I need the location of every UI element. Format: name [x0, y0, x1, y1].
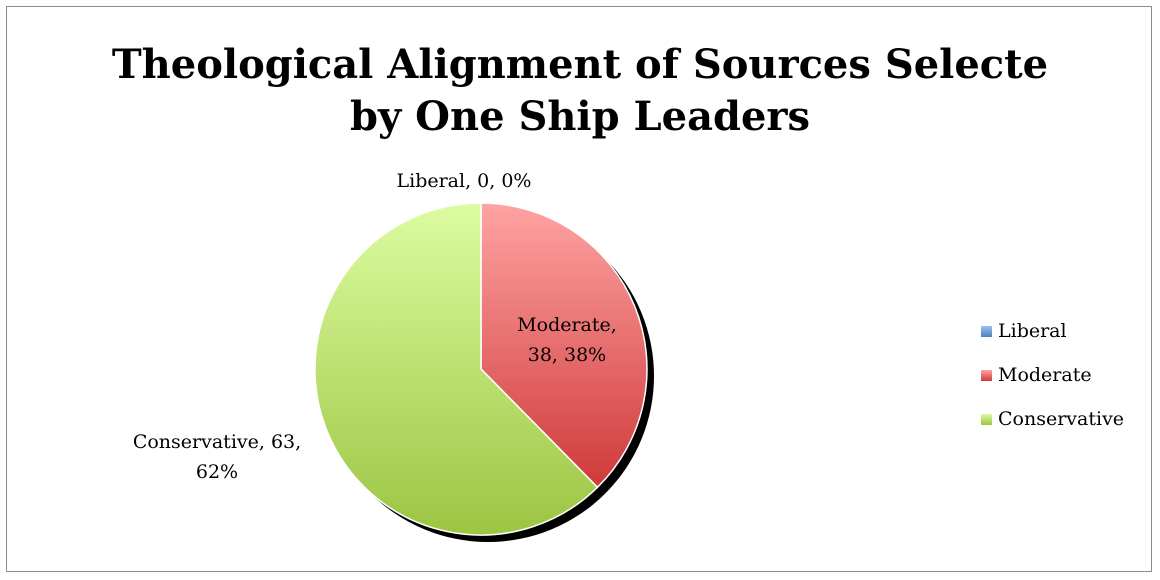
chart-title-line-2: by One Ship Leaders — [350, 93, 810, 140]
pie-slices — [314, 202, 654, 542]
data-label-liberal: Liberal, 0, 0% — [397, 170, 532, 192]
chart-title: Theological Alignment of Sources Selecte… — [7, 39, 1153, 143]
legend-label-liberal: Liberal — [998, 320, 1067, 342]
legend-swatch-liberal — [981, 325, 992, 337]
data-label-moderate: Moderate, 38, 38% — [517, 314, 617, 366]
data-label-conservative: Conservative, 63, 62% — [133, 431, 301, 483]
legend: Liberal Moderate Conservative — [981, 309, 1124, 441]
legend-label-moderate: Moderate — [998, 364, 1092, 386]
legend-item-liberal: Liberal — [981, 309, 1124, 353]
chart-title-line-1: Theological Alignment of Sources Selecte — [111, 41, 1049, 88]
chart-area: Theological Alignment of Sources Selecte… — [6, 6, 1152, 572]
pie-slice-moderate — [480, 202, 648, 489]
legend-item-moderate: Moderate — [981, 353, 1124, 397]
legend-swatch-conservative — [981, 413, 992, 425]
legend-label-conservative: Conservative — [998, 408, 1125, 430]
pie-data-labels: Liberal, 0, 0% Moderate, 38, 38% Conservati… — [133, 170, 617, 483]
legend-swatch-moderate — [981, 369, 992, 381]
pie-chart: Liberal, 0, 0% Moderate, 38, 38% Conservati… — [133, 170, 654, 542]
legend-item-conservative: Conservative — [981, 397, 1124, 441]
pie-slice-conservative — [314, 202, 599, 536]
